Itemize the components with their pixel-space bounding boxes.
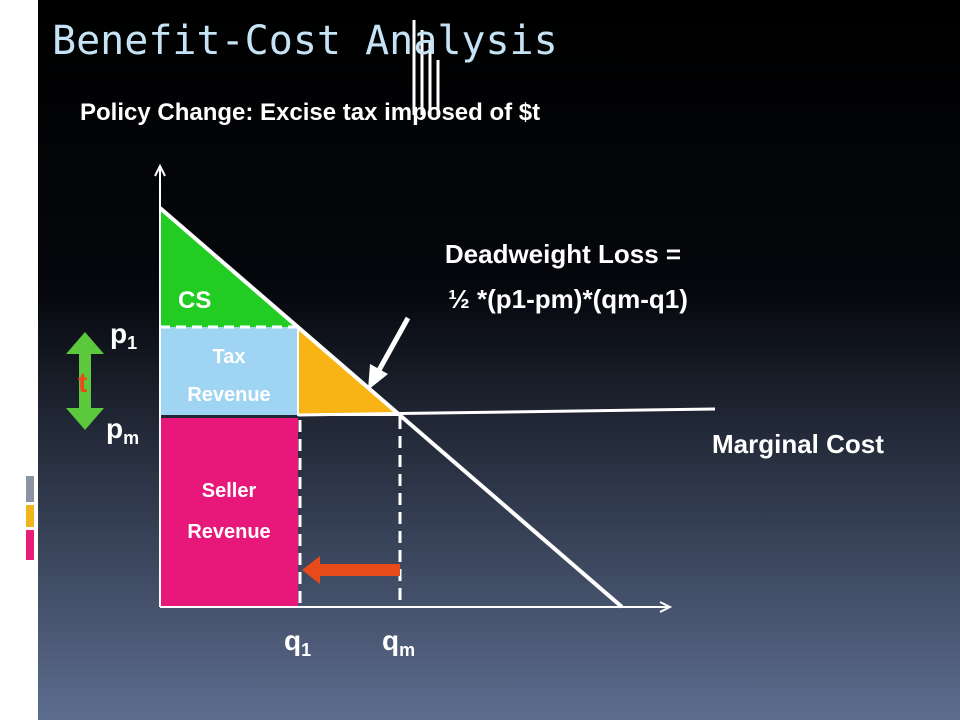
seller-area	[160, 418, 298, 607]
q1-label: q1	[284, 625, 311, 660]
quantity-arrow	[302, 556, 400, 584]
tax-label: Tax	[213, 346, 246, 368]
axes	[154, 163, 673, 613]
title: Benefit-Cost Analysis	[52, 18, 558, 64]
label-part: p	[110, 318, 127, 349]
dwl-label: Deadweight Loss =	[445, 239, 681, 269]
tax-label: Revenue	[187, 384, 270, 406]
p1-label: p1	[110, 318, 137, 353]
label-part: 1	[127, 333, 137, 353]
demand-line	[158, 206, 624, 609]
label-part: p	[106, 413, 123, 444]
t-label: t	[78, 367, 87, 398]
tax-area	[160, 327, 298, 415]
dwl-formula: ½ *(p1-pm)*(qm-q1)	[448, 284, 688, 314]
label-part: 1	[301, 640, 311, 660]
mc-label: Marginal Cost	[712, 429, 884, 459]
cs-label: CS	[178, 287, 211, 314]
label-part: m	[399, 640, 415, 660]
decor-lines	[412, 20, 440, 115]
seller-label: Seller	[202, 480, 257, 502]
label-part: q	[284, 625, 301, 656]
dwl-pointer	[368, 316, 411, 390]
pm-label: pm	[106, 413, 139, 448]
label-part: q	[382, 625, 399, 656]
label-part: m	[123, 428, 139, 448]
subtitle: Policy Change: Excise tax imposed of $t	[80, 99, 540, 126]
qm-label: qm	[382, 625, 415, 660]
t-arrow	[66, 332, 104, 430]
decor-bars	[26, 476, 34, 560]
seller-label: Revenue	[187, 521, 270, 543]
mc-line	[297, 407, 716, 417]
